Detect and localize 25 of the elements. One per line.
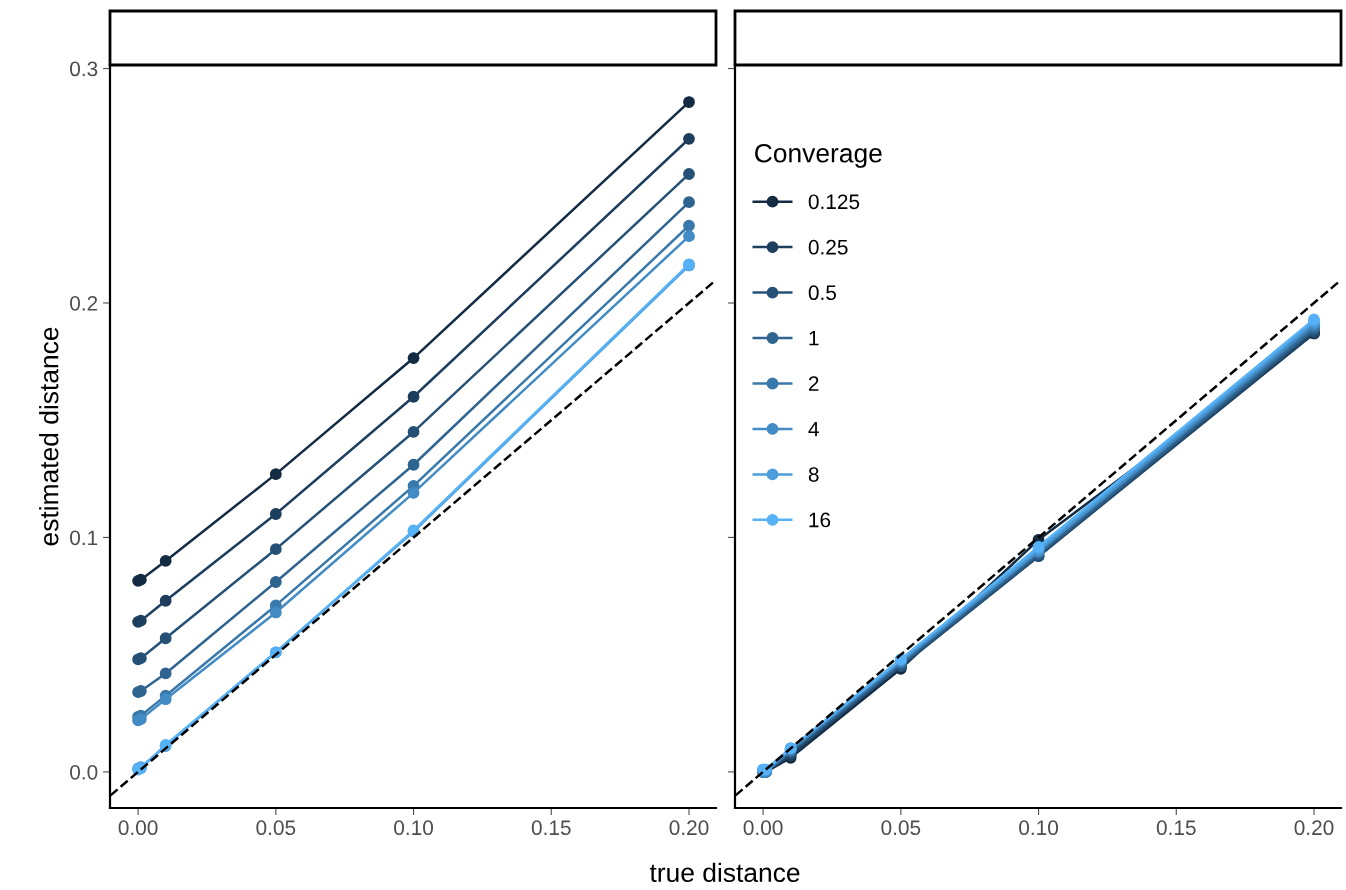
y-tick-label: 0.0 (70, 764, 98, 780)
x-tick-label: 0.20 (1294, 820, 1334, 836)
x-tick-label: 0.10 (394, 820, 434, 836)
legend-label: 1 (809, 330, 819, 346)
x-tick-label: 0.05 (881, 820, 921, 836)
legend-label: 0.25 (808, 239, 848, 255)
legend-label: 16 (809, 512, 831, 528)
legend-label: 0.125 (808, 194, 860, 210)
y-axis-title: estimated distance (39, 327, 59, 546)
x-tick-label: 0.10 (1019, 820, 1059, 836)
legend-label: 4 (808, 421, 819, 437)
legend-label: 2 (808, 376, 819, 391)
legend-label: 8 (808, 467, 819, 482)
x-tick-label: 0.15 (531, 820, 571, 836)
legend-title: Converage (755, 143, 882, 168)
x-axis-title: true distance (649, 862, 800, 883)
x-tick-label: 0.20 (669, 820, 709, 836)
x-tick-label: 0.05 (256, 820, 296, 836)
legend-label: 0.5 (808, 285, 836, 301)
x-tick-label: 0.00 (743, 820, 783, 836)
x-tick-label: 0.00 (118, 820, 158, 836)
y-tick-label: 0.2 (70, 295, 98, 311)
y-tick-label: 0.3 (70, 61, 98, 77)
y-tick-label: 0.1 (70, 530, 98, 546)
x-tick-label: 0.15 (1156, 820, 1196, 836)
